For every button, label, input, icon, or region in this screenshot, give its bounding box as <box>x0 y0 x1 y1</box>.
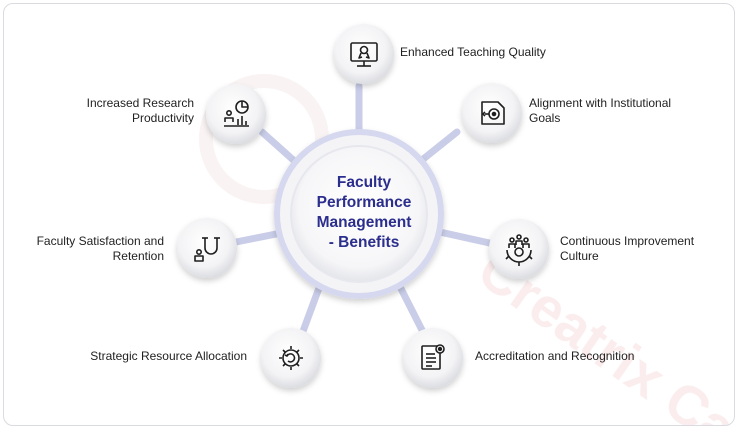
target-arrow-icon <box>481 101 505 125</box>
center-title-line-2: Performance <box>316 194 412 211</box>
center-title: Faculty Performance Management - Benefit… <box>304 173 424 253</box>
benefit-label-resource-allocation: Strategic Resource Allocation <box>90 349 247 363</box>
center-circle <box>274 129 444 299</box>
certificate-icon <box>421 344 445 370</box>
node-resource-allocation <box>261 328 321 388</box>
monitor-award-icon <box>350 42 378 67</box>
benefit-label-enhanced-teaching: Enhanced Teaching Quality <box>400 45 546 59</box>
node-faculty-satisfaction <box>177 218 237 278</box>
node-continuous-improvement <box>489 219 549 279</box>
benefit-label-continuous-improvement: Continuous Improvement Culture <box>560 234 695 263</box>
magnet-person-icon <box>194 237 220 262</box>
research-chart-icon <box>224 100 249 127</box>
diagram-graphic: Creatrix Campus <box>177 24 734 425</box>
benefit-label-accreditation: Accreditation and Recognition <box>475 349 635 363</box>
diagram-frame: Creatrix Campus <box>3 3 735 426</box>
center-title-line-4: - Benefits <box>328 234 400 251</box>
benefit-label-research: Increased Research Productivity <box>86 96 194 125</box>
node-research <box>206 84 266 144</box>
gear-people-icon <box>505 234 533 266</box>
benefit-label-alignment: Alignment with Institutional Goals <box>529 96 672 125</box>
center-title-line-3: Management <box>316 214 412 231</box>
gear-cycle-icon <box>279 346 303 370</box>
benefit-label-faculty-satisfaction: Faculty Satisfaction and Retention <box>36 234 164 263</box>
center-title-line-1: Faculty <box>336 174 392 191</box>
